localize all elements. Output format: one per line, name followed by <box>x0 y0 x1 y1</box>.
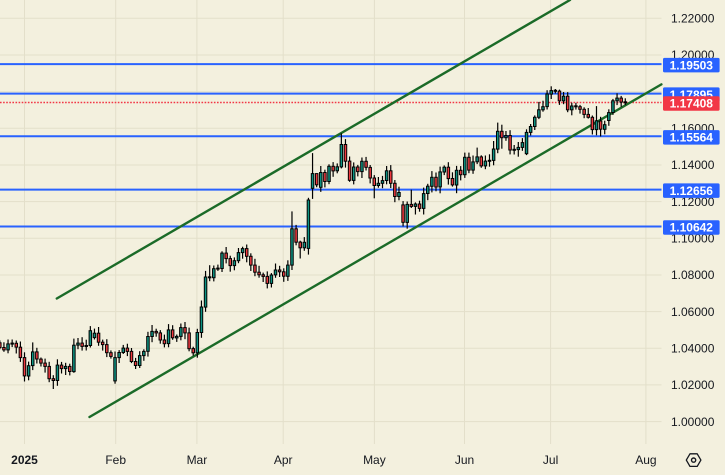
svg-text:1.19503: 1.19503 <box>670 58 714 72</box>
svg-text:Mar: Mar <box>187 453 208 467</box>
svg-text:Jun: Jun <box>455 453 474 467</box>
svg-text:1.12656: 1.12656 <box>670 184 714 198</box>
svg-text:1.15564: 1.15564 <box>670 131 714 145</box>
svg-text:1.12000: 1.12000 <box>671 195 715 209</box>
svg-text:1.04000: 1.04000 <box>671 342 715 356</box>
svg-text:1.10000: 1.10000 <box>671 232 715 246</box>
svg-text:1.10642: 1.10642 <box>670 221 714 235</box>
svg-text:1.06000: 1.06000 <box>671 305 715 319</box>
svg-text:Jul: Jul <box>543 453 558 467</box>
svg-text:May: May <box>363 453 386 467</box>
svg-text:1.14000: 1.14000 <box>671 158 715 172</box>
svg-text:Aug: Aug <box>635 453 656 467</box>
svg-text:1.08000: 1.08000 <box>671 268 715 282</box>
svg-text:1.02000: 1.02000 <box>671 378 715 392</box>
svg-text:2025: 2025 <box>11 453 38 467</box>
svg-text:Feb: Feb <box>105 453 126 467</box>
svg-text:Apr: Apr <box>274 453 293 467</box>
svg-text:1.22000: 1.22000 <box>671 12 715 26</box>
svg-text:1.00000: 1.00000 <box>671 415 715 429</box>
svg-text:1.17408: 1.17408 <box>670 97 714 111</box>
